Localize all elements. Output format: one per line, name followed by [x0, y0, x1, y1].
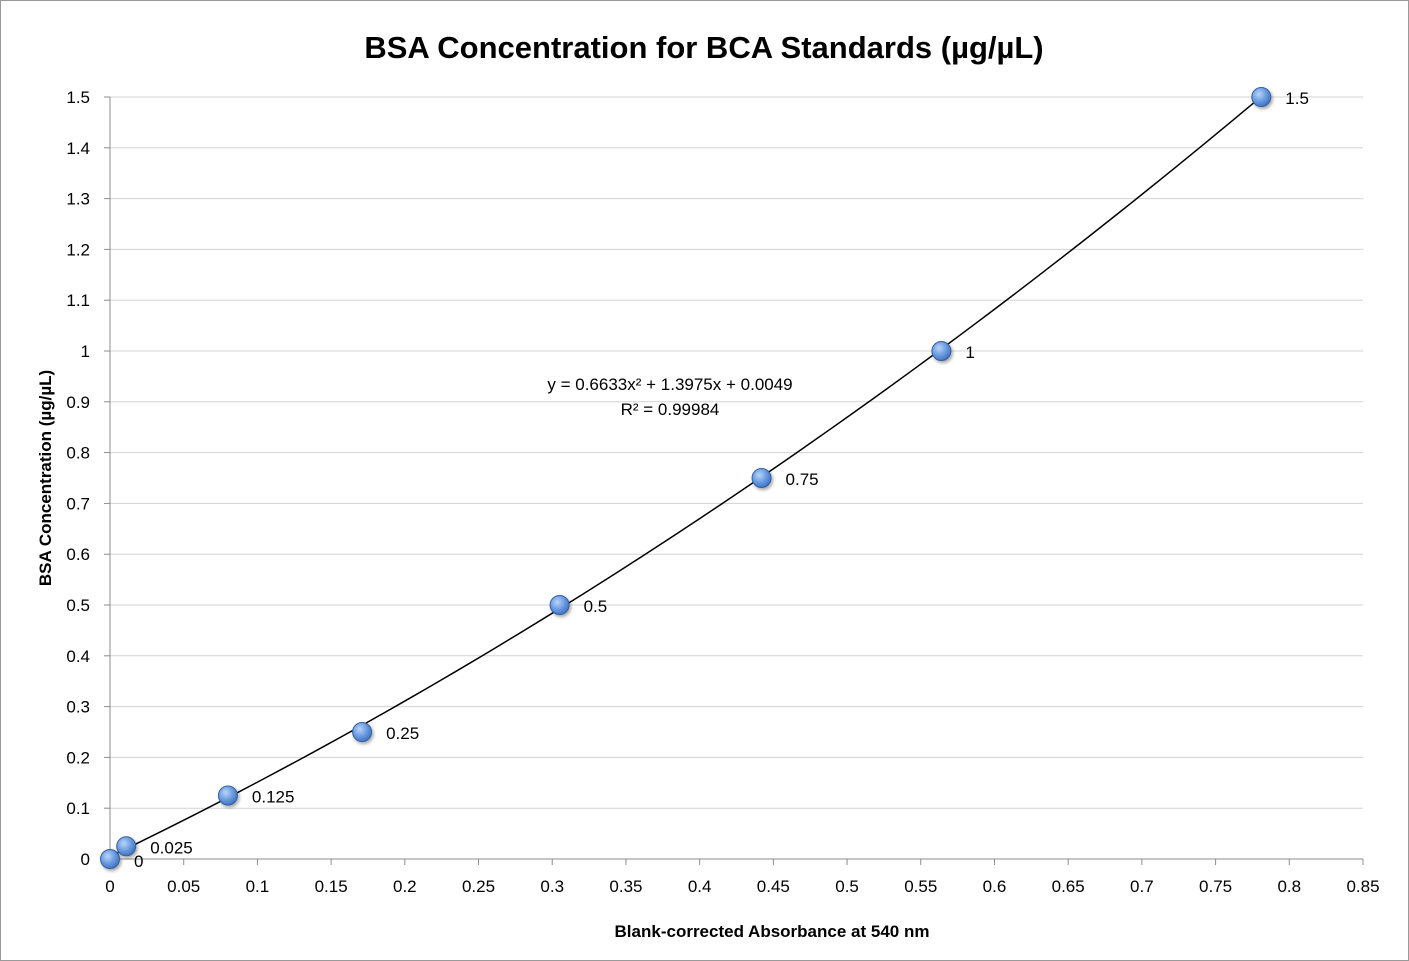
x-tick-label: 0.6	[983, 877, 1007, 896]
y-tick-label: 1	[81, 342, 90, 361]
x-tick-label: 0.1	[246, 877, 270, 896]
x-tick-label: 0.15	[315, 877, 348, 896]
y-tick-label: 0.6	[66, 545, 90, 564]
x-tick-label: 0.65	[1052, 877, 1085, 896]
gridlines	[110, 96, 1363, 809]
y-axis-title: BSA Concentration (µg/µL)	[36, 370, 55, 586]
x-tick-label: 0.8	[1277, 877, 1301, 896]
data-point	[549, 595, 570, 615]
x-tick-label: 0.5	[835, 877, 859, 896]
y-tick-label: 0.7	[66, 494, 90, 513]
trendline-equation: y = 0.6633x² + 1.3975x + 0.0049	[547, 375, 792, 394]
x-tick-label: 0.2	[393, 877, 417, 896]
axes: 0 0.1 0.2 0.3 0.4 0.5 0.6 0.7 0.8 0.9 1 1.1 1.2 1.3 1.…	[66, 88, 1379, 896]
data-point	[352, 722, 373, 742]
data-point	[1251, 87, 1272, 107]
trendline	[109, 95, 1262, 858]
x-tick-label: 0.3	[540, 877, 564, 896]
x-tick-label: 0.05	[167, 877, 200, 896]
y-tick-label: 0.4	[66, 647, 90, 666]
y-tick-label: 0.1	[66, 799, 90, 818]
data-label: 0.75	[786, 470, 819, 489]
data-label: 0.125	[252, 788, 295, 807]
data-point	[217, 785, 238, 806]
x-tick-label: 0.55	[904, 877, 937, 896]
y-tick-label: 0.9	[66, 393, 90, 412]
data-points	[100, 87, 1272, 869]
chart-title: BSA Concentration for BCA Standards (µg/…	[364, 30, 1043, 65]
data-label: 0	[134, 852, 143, 871]
data-label: 1	[965, 343, 974, 362]
y-tick-label: 0.8	[66, 444, 90, 463]
y-tick-label: 0.3	[66, 698, 90, 717]
x-tick-label: 0.85	[1346, 877, 1379, 896]
y-tick-label: 1.4	[66, 139, 90, 158]
data-label: 0.25	[386, 724, 419, 743]
data-label: 1.5	[1285, 89, 1309, 108]
y-tick-label: 1.5	[66, 88, 90, 107]
x-axis-title: Blank-corrected Absorbance at 540 nm	[615, 922, 930, 941]
trendline-r-squared: R² = 0.99984	[621, 400, 720, 419]
x-tick-label: 0	[105, 877, 114, 896]
x-tick-label: 0.4	[688, 877, 712, 896]
data-point	[931, 341, 952, 361]
x-tick-label: 0.7	[1130, 877, 1154, 896]
x-tick-label: 0.25	[462, 877, 495, 896]
data-labels: 0 0.025 0.125 0.25 0.5 0.75 1 1.5	[134, 89, 1309, 871]
x-tick-label: 0.75	[1199, 877, 1232, 896]
y-tick-label: 1.2	[66, 240, 90, 259]
x-tick-label: 0.35	[609, 877, 642, 896]
x-tick-label: 0.45	[757, 877, 790, 896]
y-tick-label: 1.1	[66, 291, 90, 310]
data-label: 0.025	[150, 838, 193, 857]
data-label: 0.5	[584, 597, 608, 616]
y-tick-label: 0.5	[66, 596, 90, 615]
trendline-layer	[109, 95, 1262, 858]
y-tick-label: 0.2	[66, 748, 90, 767]
y-tick-label: 0	[81, 850, 90, 869]
y-tick-label: 1.3	[66, 190, 90, 209]
data-point	[100, 849, 120, 869]
data-point	[116, 836, 137, 857]
data-point	[751, 468, 772, 488]
